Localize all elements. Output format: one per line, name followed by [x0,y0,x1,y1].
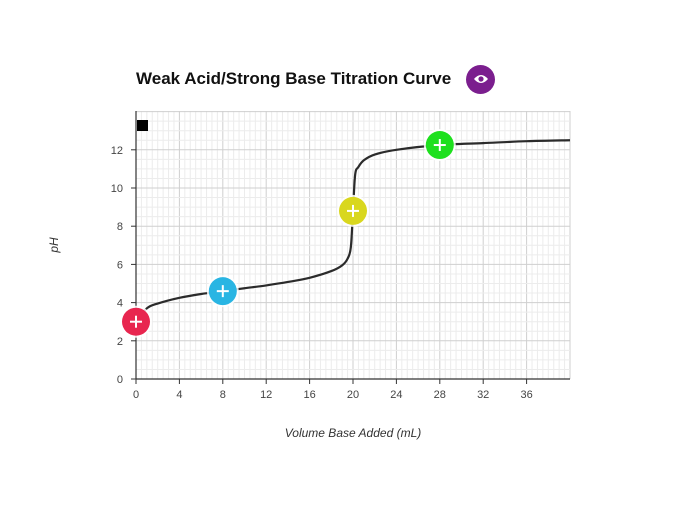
grid [135,111,571,380]
legend-marker [137,120,148,131]
chart-title: Weak Acid/Strong Base Titration Curve [136,69,452,88]
eye-icon [473,75,488,83]
x-tick-label: 4 [176,389,182,401]
view-toggle-button[interactable] [466,64,496,94]
y-tick-label: 6 [117,259,123,271]
y-tick-label: 12 [111,145,123,157]
curve-point-3[interactable] [337,194,369,227]
y-tick-label: 2 [117,336,123,348]
x-tick-label: 36 [520,389,532,401]
x-tick-label: 32 [477,389,489,401]
titration-curve-line [135,139,571,323]
x-tick-label: 16 [303,389,315,401]
curve-point-1[interactable] [120,305,152,338]
x-tick-label: 20 [347,389,359,401]
y-tick-label: 0 [117,374,123,386]
x-tick-label: 28 [434,389,446,401]
x-tick-label: 12 [260,389,272,401]
title-row: Weak Acid/Strong Base Titration Curve [136,64,496,94]
x-axis-label: Volume Base Added (mL) [285,426,422,440]
curve-layer [135,139,571,323]
y-axis-label: pH [47,237,61,254]
point-layer [120,129,456,338]
curve-point-4[interactable] [423,129,456,162]
y-tick-label: 10 [111,183,123,195]
x-tick-label: 24 [390,389,402,401]
x-tick-label: 0 [133,389,139,401]
y-tick-label: 4 [117,298,123,310]
y-tick-label: 8 [117,221,123,233]
x-tick-label: 8 [220,389,226,401]
curve-point-2[interactable] [206,275,239,308]
